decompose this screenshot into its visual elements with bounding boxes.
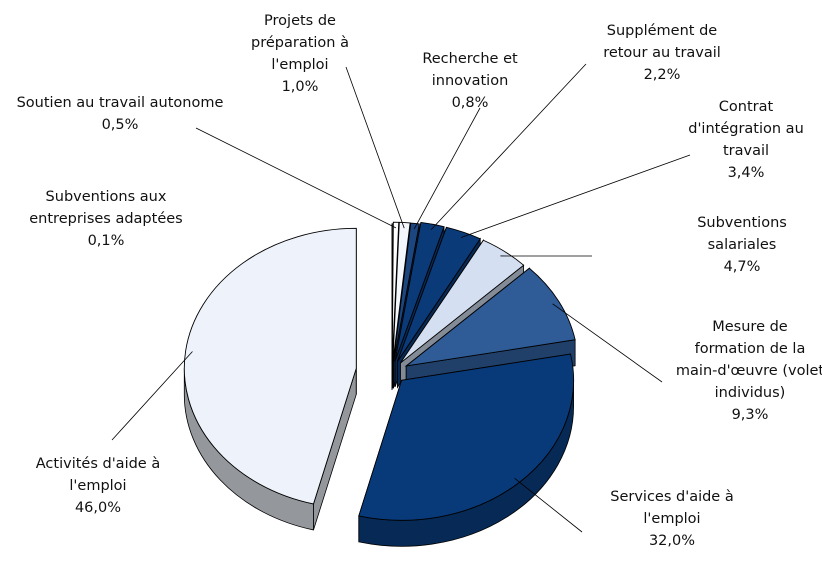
- slice: [394, 221, 445, 362]
- slice-label-value: 0,5%: [101, 117, 139, 133]
- slice-label-value: 1,0%: [281, 79, 319, 95]
- slice-label-name: Services d'aide à l'emploi: [610, 489, 734, 527]
- slice-label-value: 46,0%: [74, 500, 122, 516]
- slice-label-name: Subventions salariales: [697, 215, 787, 253]
- slice-label-value: 32,0%: [648, 533, 696, 549]
- slice-label: Contrat d'intégration au travail 3,4%: [671, 96, 821, 184]
- slice-label-name: Soutien au travail autonome: [16, 95, 224, 111]
- slice-label: Projets de préparation à l'emploi 1,0%: [235, 10, 365, 98]
- leader-line: [413, 107, 481, 230]
- leader-line: [111, 351, 193, 441]
- leader-line: [460, 154, 691, 238]
- slice: [358, 353, 575, 521]
- slice-label: Supplément de retour au travail 2,2%: [587, 20, 737, 86]
- leader-line: [195, 127, 397, 229]
- slice-label-value: 2,2%: [643, 67, 681, 83]
- slice-label-value: 0,1%: [87, 233, 125, 249]
- slice-label-name: Mesure de formation de la main-d'œuvre (…: [675, 319, 822, 401]
- slice-label-value: 4,7%: [723, 259, 761, 275]
- slice-label: Soutien au travail autonome 0,5%: [13, 92, 228, 136]
- slice-label: Subventions aux entreprises adaptées 0,1%: [11, 186, 201, 252]
- slice-label-name: Recherche et innovation: [422, 51, 518, 89]
- slice-tops: [183, 221, 576, 521]
- slice-label-name: Subventions aux entreprises adaptées: [29, 189, 183, 227]
- slice-label-value: 0,8%: [451, 95, 489, 111]
- slice: [396, 226, 481, 362]
- slice-label-name: Supplément de retour au travail: [603, 23, 721, 61]
- slice-label-name: Contrat d'intégration au travail: [688, 99, 804, 159]
- slice-label: Mesure de formation de la main-d'œuvre (…: [675, 316, 822, 426]
- slice-label: Recherche et innovation 0,8%: [410, 48, 530, 114]
- slice-label-name: Activités d'aide à l'emploi: [35, 456, 161, 494]
- leader-line: [345, 66, 405, 229]
- slice-label: Services d'aide à l'emploi 32,0%: [582, 486, 762, 552]
- slice-label-value: 3,4%: [727, 165, 765, 181]
- leader-line: [514, 477, 583, 533]
- slice: [400, 239, 525, 364]
- slice-label-value: 9,3%: [731, 407, 769, 423]
- slice-label: Subventions salariales 4,7%: [672, 212, 812, 278]
- slice-label-name: Projets de préparation à l'emploi: [251, 13, 349, 73]
- slice: [404, 267, 576, 367]
- slice: [393, 222, 420, 363]
- slice: [391, 221, 400, 363]
- slice-label: Activités d'aide à l'emploi 46,0%: [8, 453, 188, 519]
- slice: [392, 221, 411, 363]
- slice: [183, 227, 357, 505]
- leader-line: [552, 303, 663, 383]
- leader-line: [430, 63, 587, 230]
- leader-lines: [111, 63, 691, 533]
